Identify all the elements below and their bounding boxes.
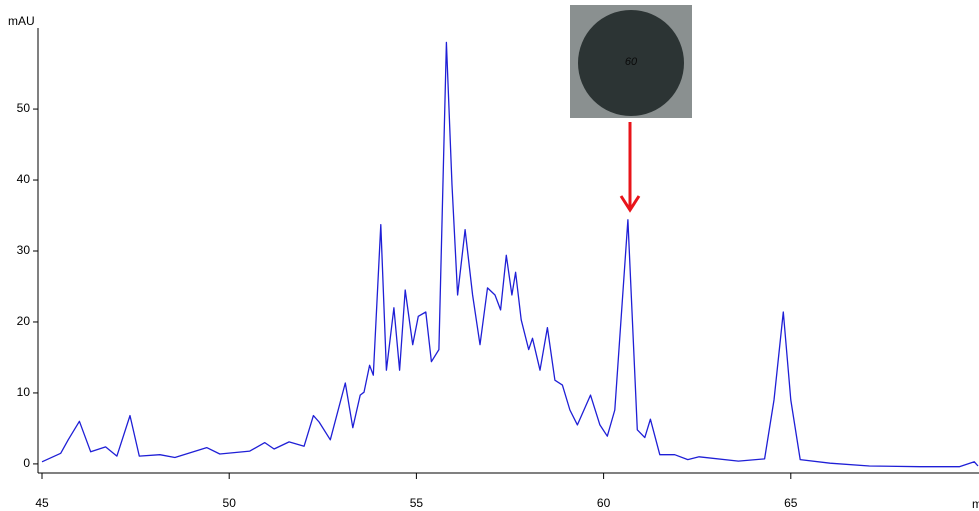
- chromatogram-line: [41, 41, 979, 468]
- photo-disc: [578, 10, 684, 116]
- arrow-head: [619, 195, 641, 213]
- arrow: [619, 122, 641, 213]
- x-tick-label: 65: [784, 496, 798, 510]
- x-tick-label: 60: [597, 496, 611, 510]
- x-axis-label: m: [972, 497, 979, 511]
- x-tick-label: 50: [223, 496, 237, 510]
- photo-label: 60: [625, 56, 638, 68]
- inset-photo: 60: [570, 5, 692, 118]
- y-tick-label: 0: [23, 456, 30, 470]
- y-tick-label: 50: [17, 101, 31, 115]
- y-tick-label: 40: [17, 172, 31, 186]
- y-axis-label: mAU: [8, 14, 35, 28]
- y-tick-label: 30: [17, 243, 31, 257]
- y-tick-label: 10: [17, 385, 31, 399]
- y-tick-label: 20: [17, 314, 31, 328]
- x-tick-label: 55: [410, 496, 424, 510]
- x-tick-label: 45: [35, 496, 49, 510]
